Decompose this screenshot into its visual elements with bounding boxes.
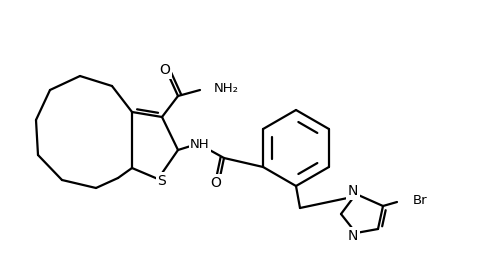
Text: NH: NH — [190, 137, 209, 151]
Text: O: O — [210, 176, 221, 190]
Text: NH₂: NH₂ — [214, 83, 239, 96]
Text: N: N — [347, 229, 357, 243]
Text: S: S — [157, 174, 166, 188]
Text: N: N — [347, 184, 357, 198]
Text: O: O — [159, 63, 170, 77]
Text: Br: Br — [412, 194, 427, 207]
